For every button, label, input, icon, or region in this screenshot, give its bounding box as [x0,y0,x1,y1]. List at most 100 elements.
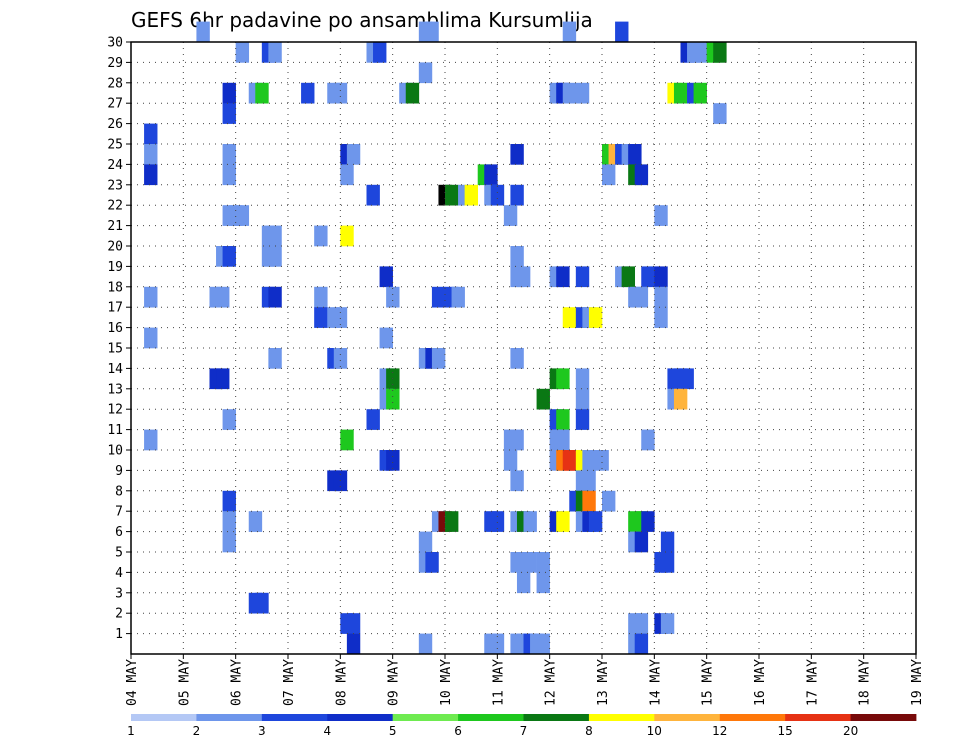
heatmap-cell [346,633,361,655]
x-tick-label: 04 MAY [125,659,140,706]
heatmap-cell [575,82,590,104]
legend-swatch [458,714,524,721]
heatmap-cell [222,82,236,104]
y-tick-label: 23 [107,178,123,193]
heatmap-cell [556,429,570,451]
x-tick-label: 05 MAY [177,659,192,706]
y-tick-label: 14 [107,362,123,377]
heatmap-cell [660,552,675,573]
legend-label: 12 [712,724,727,738]
x-tick-label: 11 MAY [491,659,506,706]
heatmap-cell [536,388,550,410]
heatmap-cell [575,388,590,410]
heatmap-cell [248,511,263,532]
y-tick-label: 21 [107,219,123,234]
legend-swatch [719,714,786,721]
y-tick-label: 20 [107,240,123,255]
legend-swatch [261,714,328,721]
heatmap-cell [562,21,577,43]
y-tick-label: 30 [107,36,123,51]
legend-label: 6 [454,724,462,738]
y-tick-label: 1 [115,627,123,642]
heatmap-cell [216,286,230,308]
x-tick-label: 07 MAY [282,659,297,706]
y-tick-label: 5 [115,546,123,561]
heatmap-cell [222,246,236,267]
heatmap-cell [693,82,707,104]
heatmap-cell [680,368,694,390]
y-tick-label: 18 [107,280,123,295]
heatmap-cell [451,286,465,308]
heatmap-cell [595,450,609,471]
y-tick-label: 8 [115,484,123,499]
x-tick-label: 10 MAY [439,659,454,706]
heatmap-cell [333,307,348,328]
heatmap-cell [660,531,675,553]
heatmap-cell [222,490,236,512]
heatmap-cell [536,572,550,594]
heatmap-cell [641,266,655,288]
heatmap-cell [516,266,531,288]
heatmap-cell [314,307,328,328]
heatmap-cell [562,82,577,104]
x-tick-label: 13 MAY [596,659,611,706]
y-tick-label: 19 [107,260,123,275]
legend-label: 15 [778,724,793,738]
y-tick-label: 26 [107,117,123,132]
heatmap-cell [516,572,531,594]
heatmap-cell [510,552,524,573]
heatmap-cell [268,246,282,267]
heatmap-cell [333,82,348,104]
heatmap-cell [503,205,518,226]
heatmap-cell [575,368,590,390]
x-tick-label: 19 MAY [910,659,925,706]
heatmap-cell [621,266,636,288]
legend-label: 10 [647,724,662,738]
heatmap-cell [654,205,668,226]
heatmap-cell [641,511,655,532]
y-tick-label: 25 [107,138,123,153]
heatmap-cell [268,348,282,369]
heatmap-cell [222,511,236,532]
x-tick-label: 16 MAY [753,659,768,706]
legend-swatch [850,714,917,721]
heatmap-cell [268,225,282,247]
heatmap-cell [340,429,354,451]
heatmap-cell [634,531,649,553]
heatmap-cell [418,62,433,84]
heatmap-cell [602,490,616,512]
y-tick-label: 7 [115,505,123,520]
heatmap-cell [222,531,236,553]
legend-label: 8 [585,724,593,738]
x-tick-label: 09 MAY [387,659,402,706]
heatmap-cell [366,184,380,206]
x-tick-label: 18 MAY [858,659,873,706]
heatmap-cell [582,490,596,512]
y-tick-label: 22 [107,199,123,214]
heatmap-cell [366,409,380,430]
legend-swatch [327,714,394,721]
heatmap-cell [314,225,328,247]
y-tick-label: 11 [107,423,123,438]
heatmap-cell [654,286,668,308]
heatmap-cell [510,144,524,165]
heatmap-cell [386,286,400,308]
heatmap-cell [582,470,596,492]
y-tick-label: 13 [107,382,123,397]
heatmap-cell [510,184,524,206]
legend-label: 5 [389,724,397,738]
heatmap-cell [588,511,603,532]
heatmap-cell [484,164,498,186]
heatmap-cell [562,307,577,328]
heatmap-cell [634,286,649,308]
heatmap-cell [556,409,570,430]
cell-layer [144,21,727,655]
heatmap-cell [556,266,570,288]
y-tick-label: 10 [107,444,123,459]
y-tick-label: 29 [107,56,123,71]
y-tick-label: 4 [115,566,123,581]
heatmap-cell [235,205,250,226]
heatmap-cell [268,42,282,63]
heatmap-cell [575,409,590,430]
heatmap-cell [556,511,570,532]
